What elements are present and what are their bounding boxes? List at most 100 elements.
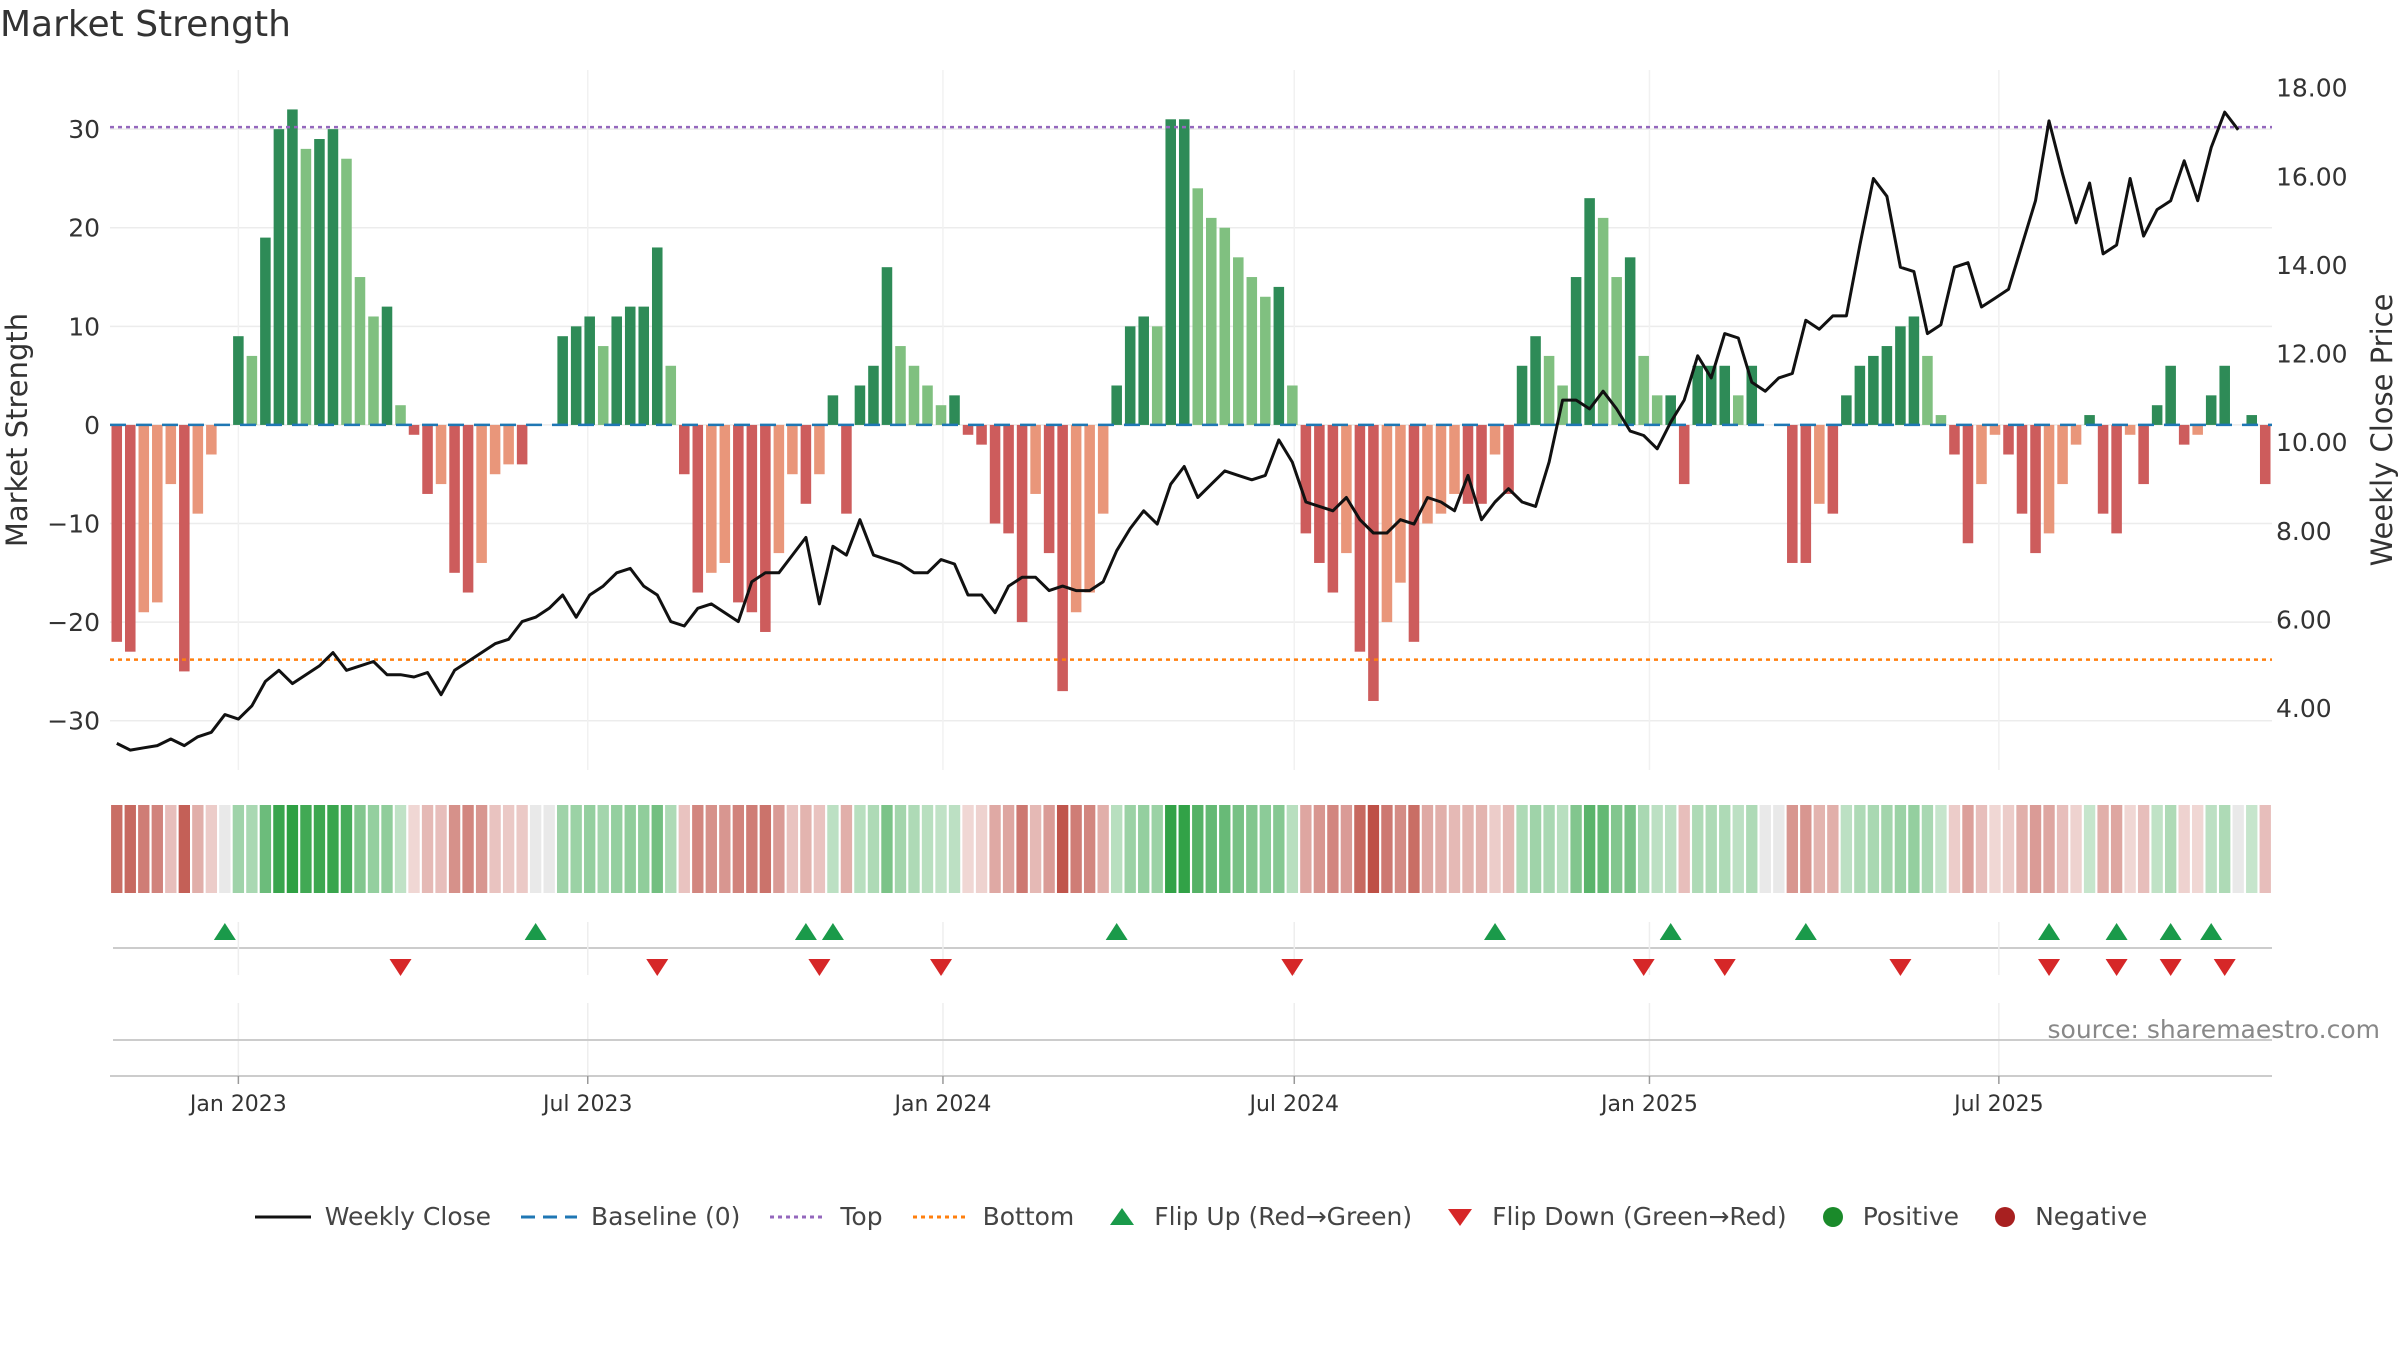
heat-cell: [2029, 805, 2042, 893]
flip-up-marker: [1659, 923, 1682, 940]
strength-bar: [1449, 424, 1460, 494]
heat-cell: [1232, 805, 1244, 893]
heat-cell: [1462, 805, 1474, 893]
strength-bar: [570, 326, 582, 425]
heat-cell: [475, 805, 488, 893]
heat-cell: [2043, 805, 2055, 893]
strength-bar: [1057, 424, 1068, 692]
strength-bar: [111, 424, 123, 642]
heat-cell: [2070, 805, 2082, 893]
heat-cell: [1354, 805, 1366, 893]
x-tick-label: Jul 2023: [541, 1092, 633, 1117]
heat-cell: [1192, 805, 1204, 893]
heat-cell: [1138, 805, 1150, 893]
y-right-tick-label: 4.00: [2276, 694, 2332, 723]
strength-bar: [1678, 424, 1690, 485]
heat-cell: [975, 805, 988, 893]
strength-bar: [2084, 415, 2095, 425]
strength-bar: [1705, 365, 1717, 425]
heat-cell: [1029, 805, 1042, 893]
strength-bar: [1205, 217, 1217, 425]
heat-cell: [1056, 805, 1069, 893]
strength-bar: [354, 277, 366, 425]
strength-bar: [624, 306, 636, 425]
strength-bar: [1084, 424, 1095, 593]
heat-cell: [1340, 805, 1353, 893]
heat-cell: [651, 805, 663, 893]
y-left-axis-title: Market Strength: [0, 313, 34, 547]
heat-cell: [1475, 805, 1488, 893]
strength-bar: [800, 424, 812, 504]
heat-cell: [394, 805, 407, 893]
heat-cell: [759, 805, 772, 893]
flip-up-marker: [1105, 923, 1128, 940]
y-right-tick-label: 10.00: [2276, 428, 2348, 457]
strength-bar: [760, 424, 771, 632]
heat-cell: [1124, 805, 1136, 893]
strength-bar: [476, 424, 487, 563]
legend-top-swatch: [770, 1215, 827, 1218]
heat-cell: [1989, 805, 2001, 893]
strength-bar: [584, 316, 595, 425]
heat-cell: [1421, 805, 1434, 893]
axes: −30 −20 −10 0 10 20 30 4.00 6.00 8.00 10.00 12.00 14…: [0, 74, 2399, 736]
reference-lines: [110, 125, 2272, 661]
strength-bar: [1219, 227, 1231, 425]
chart-title: Market Strength: [0, 4, 291, 45]
strength-bar: [2097, 424, 2109, 514]
heat-cell: [543, 805, 555, 893]
strength-bar: [368, 316, 379, 425]
strength-bar: [1178, 119, 1190, 425]
strength-bar: [2219, 365, 2230, 425]
heat-cell: [1908, 805, 1920, 893]
weekly-close-polyline: [116, 110, 2240, 752]
heat-cell: [1651, 805, 1663, 893]
heat-cell: [1867, 805, 1880, 893]
strength-bar: [1962, 424, 1974, 544]
heat-cell: [935, 805, 947, 893]
heat-cell: [1746, 805, 1758, 893]
strength-bar: [895, 346, 906, 425]
heat-cell: [178, 805, 190, 893]
strength-bar: [300, 148, 312, 425]
strength-bar: [1233, 257, 1244, 425]
heat-cell: [2246, 805, 2258, 893]
source-credit: source: sharemaestro.com: [2047, 1015, 2381, 1044]
flip-up-marker: [2105, 923, 2128, 940]
strength-bar: [2178, 424, 2190, 445]
strength-bar: [773, 424, 785, 554]
heat-cell: [246, 805, 258, 893]
heat-cell: [1286, 805, 1299, 893]
flip-down-marker: [1632, 959, 1655, 976]
strength-bar: [381, 306, 393, 425]
strength-bar: [1124, 326, 1136, 425]
heat-cell: [921, 805, 934, 893]
strength-bar: [165, 424, 177, 485]
strength-bar: [435, 424, 447, 485]
strength-bar: [949, 395, 960, 425]
strength-bar: [1003, 424, 1014, 534]
heat-cell: [2205, 805, 2217, 893]
heat-cell: [1975, 805, 1988, 893]
flip-down-marker: [389, 959, 412, 976]
strength-bar: [1503, 424, 1514, 494]
strength-bar: [273, 129, 285, 425]
strength-bar: [489, 424, 501, 475]
heat-cell: [1597, 805, 1609, 893]
heat-cell: [1516, 805, 1528, 893]
strength-bar: [260, 237, 271, 425]
heat-cell: [962, 805, 974, 893]
legend-bottom-label: Bottom: [982, 1202, 1075, 1231]
strength-bar: [1895, 326, 1906, 425]
heat-cell: [1165, 805, 1177, 893]
strength-bar: [192, 424, 204, 514]
strength-bar: [611, 316, 622, 425]
strength-bar: [1827, 424, 1839, 514]
strength-bar: [314, 139, 325, 425]
strength-bar: [2165, 365, 2176, 425]
heat-cell: [502, 805, 515, 893]
heat-cell: [219, 805, 231, 893]
heat-cell: [719, 805, 731, 893]
y-right-tick-label: 16.00: [2276, 162, 2348, 191]
